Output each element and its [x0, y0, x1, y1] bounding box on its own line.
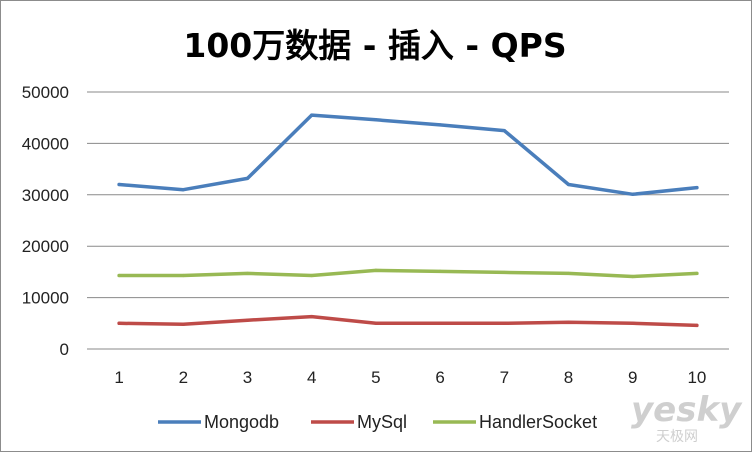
watermark-logo: yesky 天极网	[631, 390, 743, 445]
watermark-text: yesky	[631, 390, 743, 430]
data-point	[631, 321, 635, 325]
data-point	[695, 186, 699, 190]
data-point	[631, 192, 635, 196]
x-tick-label: 6	[435, 368, 444, 387]
data-point	[438, 269, 442, 273]
watermark-subtext: 天极网	[656, 429, 698, 445]
x-tick-label: 7	[500, 368, 509, 387]
data-point	[631, 274, 635, 279]
x-tick-label: 5	[371, 368, 380, 387]
data-point	[245, 318, 250, 322]
y-tick-label: 30000	[22, 186, 69, 205]
y-tick-label: 20000	[22, 237, 69, 256]
x-tick-label: 4	[307, 368, 316, 387]
series-line-mysql	[117, 314, 699, 328]
data-point	[117, 321, 121, 325]
legend-label: Mongodb	[204, 412, 279, 432]
data-point	[374, 321, 378, 325]
y-tick-label: 40000	[22, 134, 69, 153]
series-lines	[117, 113, 699, 328]
data-point	[566, 271, 571, 276]
data-point	[695, 323, 699, 327]
x-tick-label: 10	[687, 368, 706, 387]
data-point	[502, 128, 506, 133]
data-point	[374, 118, 378, 122]
x-axis-tick-labels: 1 2 3 4 5 6 7 8 9 10	[114, 368, 706, 387]
data-point	[181, 273, 185, 278]
x-tick-label: 2	[179, 368, 188, 387]
data-point	[310, 113, 314, 117]
data-point	[181, 322, 185, 326]
data-point	[117, 182, 121, 187]
data-point	[695, 271, 699, 276]
legend-label: MySql	[357, 412, 407, 432]
x-tick-label: 1	[114, 368, 123, 387]
gridlines	[87, 91, 729, 350]
data-point	[245, 176, 250, 180]
data-point	[245, 271, 250, 276]
x-tick-label: 8	[564, 368, 573, 387]
data-point	[181, 188, 185, 192]
x-tick-label: 3	[243, 368, 252, 387]
y-tick-label: 0	[60, 340, 69, 359]
data-point	[310, 273, 314, 278]
series-line-handlersocket	[117, 268, 699, 279]
data-point	[117, 273, 121, 278]
data-point	[566, 320, 571, 324]
y-tick-label: 50000	[22, 83, 69, 102]
legend-label: HandlerSocket	[479, 412, 597, 432]
data-point	[438, 123, 442, 127]
data-point	[310, 315, 314, 319]
y-axis-tick-labels: 0 10000 20000 30000 40000 50000	[22, 83, 69, 359]
data-point	[374, 268, 378, 272]
legend: Mongodb MySql HandlerSocket	[158, 412, 597, 432]
series-line-mongodb	[117, 113, 699, 197]
data-point	[502, 270, 506, 275]
data-point	[502, 321, 506, 325]
chart-title: 100万数据 - 插入 - QPS	[183, 26, 566, 65]
y-tick-label: 10000	[22, 289, 69, 308]
x-tick-label: 9	[628, 368, 637, 387]
data-point	[566, 182, 571, 187]
data-point	[438, 321, 442, 325]
